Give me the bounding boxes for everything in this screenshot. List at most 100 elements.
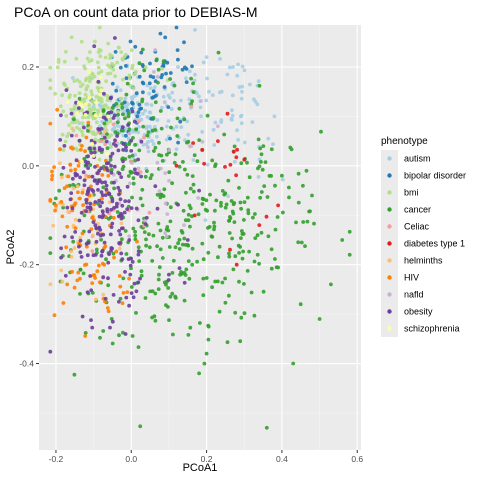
data-point (48, 86, 53, 91)
data-point (131, 181, 136, 186)
data-point (153, 48, 158, 52)
data-point (143, 296, 148, 300)
data-point (90, 115, 95, 119)
data-point (97, 198, 101, 203)
data-point (75, 173, 80, 177)
data-point (134, 289, 139, 294)
data-point (86, 154, 90, 159)
data-point (239, 315, 244, 320)
data-point (183, 218, 188, 223)
data-point (181, 208, 186, 213)
data-point (104, 187, 109, 192)
data-point (59, 268, 64, 273)
data-point (84, 262, 89, 267)
data-point (176, 202, 180, 207)
legend-item: obesity (381, 303, 433, 320)
data-point (158, 247, 163, 252)
data-point (197, 188, 202, 193)
data-point (112, 180, 116, 185)
data-point (100, 99, 104, 104)
data-point (123, 199, 128, 204)
data-point (111, 293, 116, 297)
data-point (86, 186, 91, 191)
data-point (256, 175, 261, 179)
data-point (196, 212, 201, 217)
data-point (236, 243, 241, 248)
data-point (190, 174, 195, 179)
data-point (228, 216, 233, 221)
data-point (281, 210, 285, 215)
data-point (231, 149, 236, 154)
data-point (76, 190, 80, 195)
data-point (127, 142, 131, 147)
data-point (197, 371, 202, 376)
data-point (237, 186, 241, 190)
data-point (127, 238, 132, 242)
data-point (145, 102, 150, 106)
data-point (91, 189, 96, 194)
data-point (124, 148, 129, 153)
data-point (87, 70, 92, 75)
data-point (178, 119, 183, 124)
data-point (93, 39, 97, 44)
data-point (256, 137, 261, 142)
data-point (127, 131, 132, 136)
data-point (121, 142, 126, 146)
data-point (168, 71, 173, 75)
data-point (94, 247, 99, 252)
data-point (155, 74, 160, 79)
data-point (164, 71, 168, 76)
data-point (106, 41, 111, 46)
data-point (210, 158, 215, 163)
data-point (242, 282, 246, 286)
data-point (340, 238, 345, 242)
data-point (101, 115, 106, 120)
data-point (158, 192, 163, 197)
data-point (79, 147, 83, 152)
legend-label: nafld (404, 290, 424, 300)
data-point (88, 163, 93, 167)
data-point (185, 172, 190, 177)
data-point (105, 71, 110, 76)
legend-label: diabetes type 1 (404, 239, 465, 249)
data-point (48, 349, 53, 354)
x-axis-title: PCoA1 (183, 462, 218, 474)
data-point (102, 135, 107, 140)
data-point (118, 96, 123, 101)
data-point (100, 193, 105, 198)
data-point (202, 361, 207, 366)
data-point (105, 121, 110, 126)
data-point (103, 180, 108, 185)
data-point (64, 88, 69, 92)
data-point (78, 292, 82, 296)
data-point (227, 251, 231, 256)
data-point (148, 110, 153, 115)
data-point (167, 245, 172, 249)
data-point (152, 125, 157, 129)
data-point (100, 248, 105, 253)
data-point (109, 207, 113, 212)
data-point (184, 80, 189, 84)
data-point (105, 98, 110, 103)
data-point (127, 303, 131, 308)
data-point (110, 319, 115, 324)
data-point (180, 271, 185, 276)
data-point (106, 168, 110, 173)
data-point (191, 158, 196, 162)
data-point (137, 259, 142, 263)
data-point (92, 74, 97, 79)
data-point (209, 234, 214, 239)
data-point (113, 36, 117, 40)
data-point (232, 201, 237, 205)
data-point (129, 206, 134, 211)
data-point (123, 332, 128, 336)
data-point (147, 232, 151, 237)
data-point (50, 169, 54, 174)
data-point (66, 174, 71, 179)
data-point (133, 44, 138, 49)
data-point (168, 219, 173, 224)
data-point (90, 99, 94, 104)
data-point (93, 200, 98, 204)
data-point (97, 146, 102, 150)
data-point (121, 291, 126, 295)
